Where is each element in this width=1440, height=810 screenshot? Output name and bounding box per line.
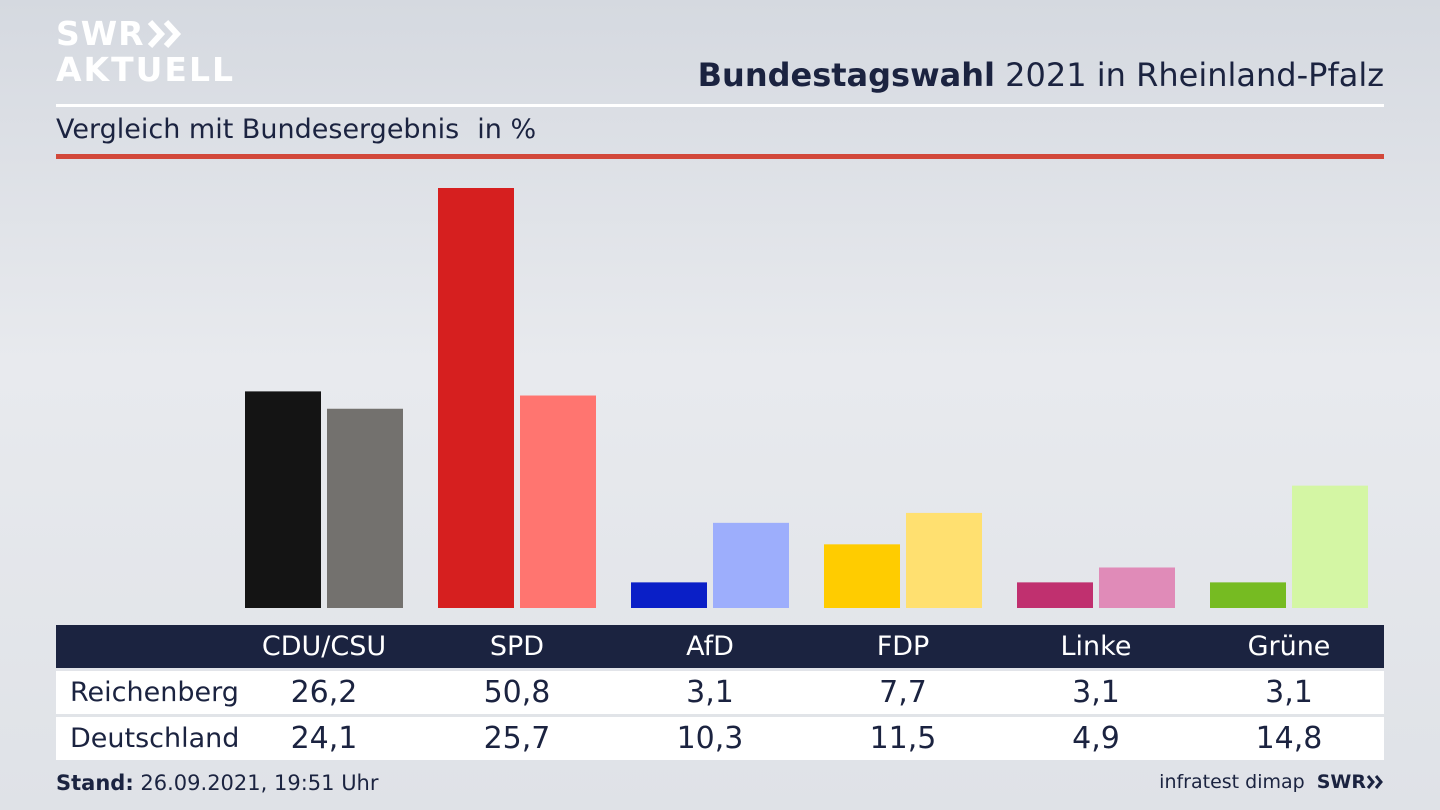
results-table: CDU/CSU SPD AfD FDP Linke Grüne Reichenberg 2… — [56, 625, 1384, 760]
swr-aktuell-logo: SWR AKTUELL — [56, 16, 235, 88]
category-label-spd: SPD — [489, 631, 545, 662]
row-label: Reichenberg — [70, 677, 239, 708]
value-label-gr-ne-deutschland: 14,8 — [1255, 721, 1323, 756]
bar-spd-deutschland — [520, 395, 596, 608]
bar-linke-deutschland — [1099, 567, 1175, 608]
chart-subtitle: Vergleich mit Bundesergebnis in % — [56, 114, 536, 145]
stand-value: 26.09.2021, 19:51 Uhr — [140, 771, 379, 795]
category-label-linke: Linke — [1060, 631, 1132, 662]
bar-afd-deutschland — [713, 522, 789, 608]
value-label-fdp-reichenberg: 7,7 — [879, 675, 927, 710]
bar-fdp-deutschland — [906, 512, 982, 608]
table-header-row: CDU/CSU SPD AfD FDP Linke Grüne — [56, 625, 1384, 668]
category-label-afd: AfD — [686, 631, 734, 662]
source-credit: infratest dimap SWR — [1159, 771, 1384, 793]
value-label-cdu-csu-deutschland: 24,1 — [290, 721, 358, 756]
bar-spd-reichenberg — [438, 188, 514, 608]
value-label-afd-deutschland: 10,3 — [676, 721, 744, 756]
bar-afd-reichenberg — [631, 582, 707, 608]
chevrons-right-icon — [147, 19, 181, 49]
category-label-cdu-csu: CDU/CSU — [261, 631, 387, 662]
bar-cdu-csu-reichenberg — [245, 391, 321, 608]
value-label-spd-reichenberg: 50,8 — [483, 675, 551, 710]
value-label-cdu-csu-reichenberg: 26,2 — [290, 675, 358, 710]
logo-swr-text: SWR — [56, 14, 145, 53]
footer-swr-logo: SWR — [1316, 771, 1366, 793]
value-label-gr-ne-reichenberg: 3,1 — [1265, 675, 1313, 710]
page-title: Bundestagswahl 2021 in Rheinland-Pfalz — [698, 56, 1384, 94]
title-rest: 2021 in Rheinland-Pfalz — [1005, 56, 1384, 94]
bar-linke-reichenberg — [1017, 582, 1093, 608]
header-divider — [56, 104, 1384, 107]
title-bold: Bundestagswahl — [697, 56, 995, 94]
timestamp: Stand: 26.09.2021, 19:51 Uhr — [56, 771, 379, 795]
unit-label: in % — [477, 114, 537, 145]
stand-label: Stand: — [56, 771, 134, 795]
value-label-linke-reichenberg: 3,1 — [1072, 675, 1120, 710]
category-label-fdp: FDP — [876, 631, 930, 662]
bar-fdp-reichenberg — [824, 544, 900, 608]
category-label-gr-ne: Grüne — [1247, 631, 1331, 662]
bar-gr-ne-deutschland — [1292, 485, 1368, 608]
subtitle-text: Vergleich mit Bundesergebnis — [56, 114, 460, 145]
value-label-fdp-deutschland: 11,5 — [869, 721, 937, 756]
table-row: Reichenberg 26,2 50,8 3,1 7,7 3,1 3,1 — [56, 671, 1384, 714]
bar-cdu-csu-deutschland — [327, 408, 403, 608]
value-label-spd-deutschland: 25,7 — [483, 721, 551, 756]
row-label: Deutschland — [70, 723, 240, 754]
accent-divider — [56, 154, 1384, 159]
bar-gr-ne-reichenberg — [1210, 582, 1286, 608]
table-row: Deutschland 24,1 25,7 10,3 11,5 4,9 14,8 — [56, 717, 1384, 760]
chevrons-right-icon — [1366, 775, 1383, 789]
logo-aktuell-text: AKTUELL — [56, 50, 236, 89]
value-label-afd-reichenberg: 3,1 — [686, 675, 734, 710]
value-label-linke-deutschland: 4,9 — [1072, 721, 1120, 756]
source-text: infratest dimap — [1159, 771, 1305, 793]
